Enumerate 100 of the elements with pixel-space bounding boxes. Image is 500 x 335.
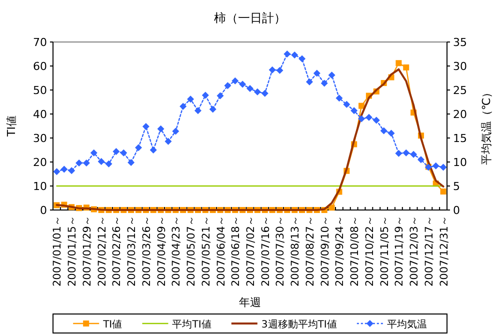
x-tick-label: 2007/09/24～: [334, 215, 346, 287]
point: [328, 204, 335, 211]
point: [246, 85, 254, 92]
y-tick-label: 30: [33, 132, 47, 145]
x-tick-label: 2007/08/27～: [304, 215, 316, 287]
point: [358, 115, 366, 122]
y-tick-label: 70: [33, 36, 47, 49]
point: [268, 66, 276, 74]
y2-tick-label: 30: [453, 60, 467, 73]
point: [128, 158, 135, 166]
x-tick-label: 2007/01/29～: [81, 215, 94, 287]
point: [276, 66, 284, 74]
y2-tick-label: 15: [453, 132, 467, 145]
point: [164, 138, 172, 145]
point: [403, 64, 410, 70]
point: [350, 107, 358, 114]
y2-tick-label: 25: [453, 84, 467, 97]
y-axis-title: TI値: [5, 116, 18, 138]
point: [239, 80, 246, 88]
point: [440, 164, 447, 171]
point: [395, 150, 402, 157]
point: [320, 80, 328, 87]
x-tick-label: 2007/08/13～: [290, 215, 302, 287]
x-tick-label: 2007/12/31～: [438, 215, 450, 287]
x-axis-title: 年週: [239, 296, 261, 309]
point: [396, 60, 402, 66]
point: [90, 149, 98, 156]
y2-tick-label: 35: [453, 36, 467, 49]
y-tick-label: 50: [33, 84, 47, 97]
point: [343, 100, 350, 108]
point: [365, 114, 372, 121]
point: [68, 167, 76, 174]
point: [187, 96, 194, 103]
x-tick-label: 2007/09/10～: [319, 215, 332, 287]
point: [134, 144, 142, 152]
point: [254, 88, 261, 96]
point: [261, 90, 268, 97]
point: [313, 70, 320, 77]
x-tick-label: 2007/11/05～: [378, 215, 391, 287]
point: [306, 78, 313, 86]
point: [417, 156, 424, 164]
point: [172, 128, 180, 135]
point: [150, 146, 157, 154]
x-tick-label: 2007/07/30～: [274, 215, 287, 287]
x-tick-label: 2007/04/23～: [170, 215, 183, 287]
x-tick-label: 2007/10/22～: [364, 215, 376, 287]
y2-tick-label: 5: [453, 180, 460, 193]
x-tick-label: 2007/11/19～: [394, 215, 406, 287]
point: [202, 92, 209, 99]
x-tick-label: 2007/10/08～: [349, 215, 362, 287]
x-tick-label: 2007/03/26～: [140, 215, 153, 287]
point: [157, 125, 164, 132]
x-tick-label: 2007/05/07～: [186, 215, 198, 287]
legend-label: 平均TI値: [172, 318, 212, 330]
point: [142, 122, 150, 130]
x-tick-label: 2007/05/21～: [200, 215, 212, 287]
legend-label: 3週移動平均TI値: [261, 318, 337, 330]
x-tick-label: 2007/04/09～: [156, 215, 168, 287]
point: [298, 55, 306, 62]
y-tick-label: 40: [33, 108, 47, 121]
y-tick-label: 0: [40, 204, 47, 217]
point: [120, 149, 128, 156]
point: [76, 159, 83, 166]
point: [53, 168, 60, 176]
x-tick-label: 2007/12/03～: [408, 215, 421, 287]
point: [432, 162, 440, 170]
point: [291, 51, 298, 58]
chart-title: 柿（一日計）: [214, 11, 286, 25]
point: [336, 94, 343, 102]
x-tick-label: 2007/07/02～: [245, 215, 257, 287]
point: [372, 116, 380, 124]
x-tick-label: 2007/06/04～: [215, 215, 228, 287]
y-tick-label: 20: [33, 156, 47, 169]
point: [209, 106, 216, 113]
x-tick-label: 2007/03/12～: [126, 215, 138, 287]
y2-tick-label: 20: [453, 108, 467, 121]
x-tick-label: 2007/06/18～: [230, 215, 242, 287]
y-tick-label: 10: [33, 180, 47, 193]
point: [232, 77, 239, 84]
point: [105, 160, 112, 168]
x-tick-label: 2007/01/01～: [52, 215, 64, 287]
x-tick-label: 2007/01/15～: [66, 215, 79, 287]
point: [328, 72, 336, 79]
y2-tick-label: 10: [453, 156, 467, 169]
x-tick-label: 2007/07/16～: [260, 215, 272, 287]
point: [440, 188, 446, 195]
point: [358, 102, 365, 109]
point: [388, 130, 395, 137]
point: [224, 82, 232, 90]
y-tick-label: 60: [33, 60, 47, 73]
point: [194, 107, 202, 114]
point: [380, 127, 388, 134]
x-tick-label: 2007/12/17～: [423, 215, 436, 287]
point: [98, 158, 105, 166]
point: [112, 148, 120, 155]
point: [216, 92, 224, 100]
point: [284, 50, 291, 58]
point: [82, 159, 90, 166]
point: [60, 166, 68, 173]
x-tick-label: 2007/02/12～: [96, 215, 108, 287]
